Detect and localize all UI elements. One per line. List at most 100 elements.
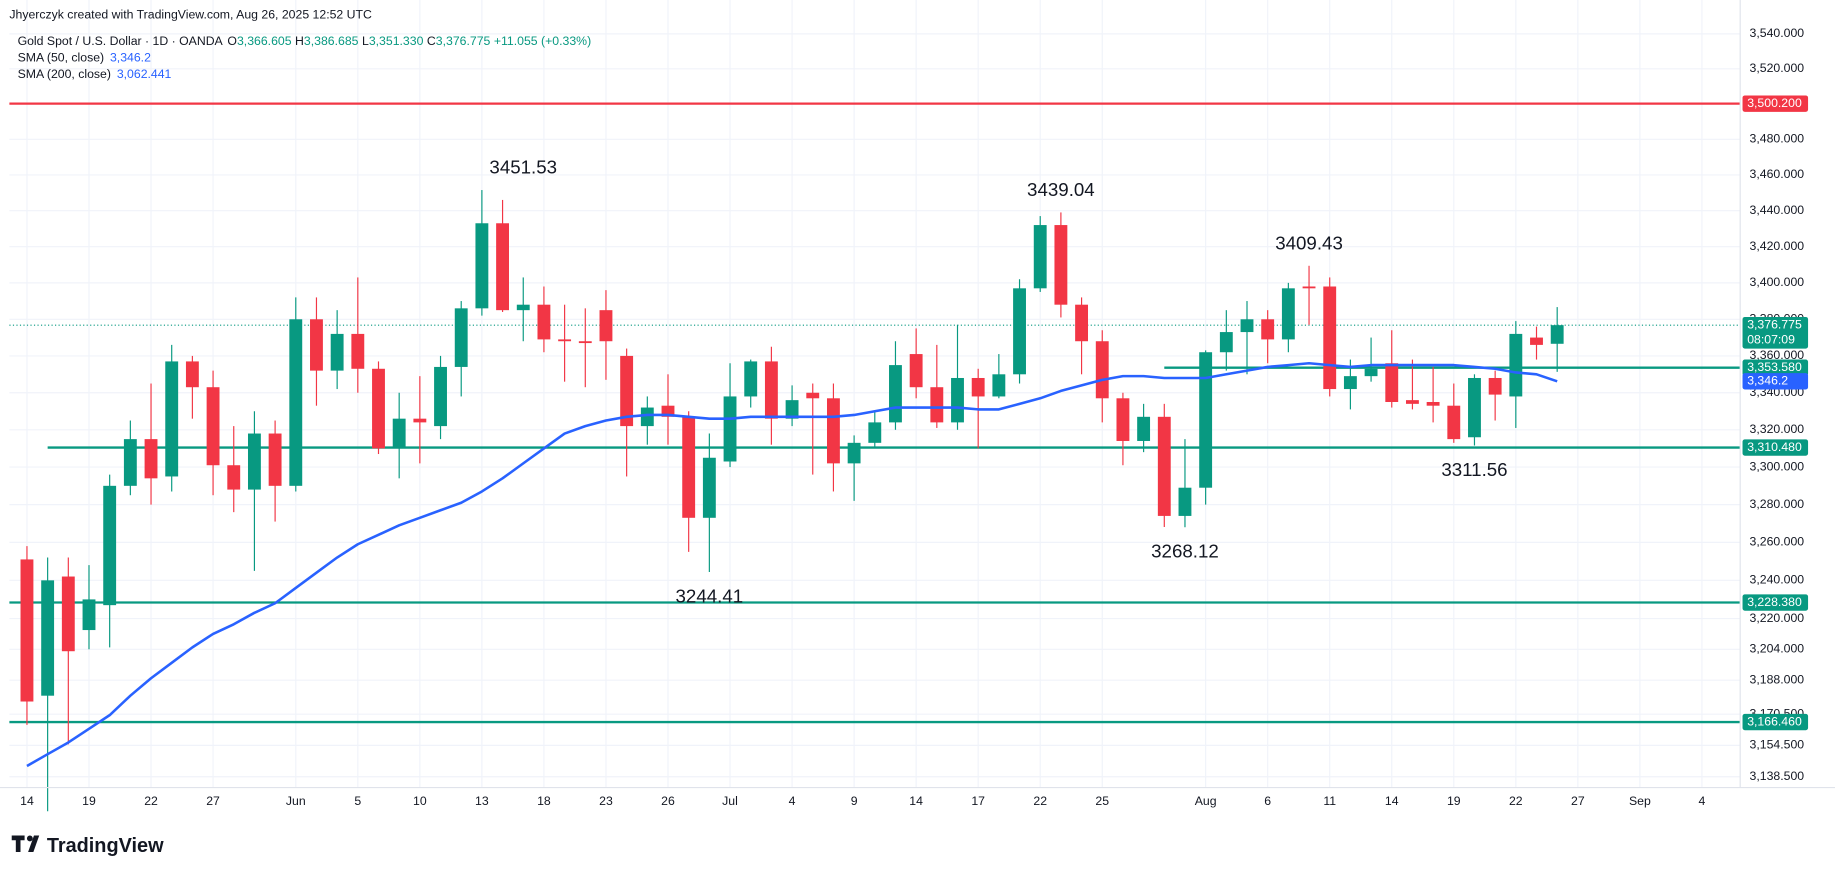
price-box (1742, 373, 1809, 390)
y-tick-label: 3,220.000 (1750, 611, 1805, 625)
x-tick-label: 19 (1447, 794, 1461, 808)
price-box-label: 3,228.380 (1747, 595, 1802, 609)
candle-body (454, 308, 468, 367)
candle-body (1199, 352, 1213, 488)
sma-value: 3,346.2 (110, 51, 151, 65)
candle-body (1261, 319, 1275, 340)
ohlc-value: 3,351.330 (369, 34, 424, 48)
x-tick-label: 14 (20, 794, 34, 808)
annotation: 3244.41 (676, 585, 744, 606)
candle-body (930, 387, 944, 423)
countdown: 08:07:09 (1747, 333, 1795, 347)
axis: 3,540.000 3,520.000 3,480.000 3,460.000 3,44… (0, 0, 1835, 808)
candle-body (702, 457, 716, 518)
ohlc-key: O (227, 34, 237, 48)
y-tick-label: 3,280.000 (1750, 497, 1805, 511)
ohlc-value: 3,376.775 (436, 34, 491, 48)
price-box (1742, 439, 1809, 456)
x-tick-label: 26 (661, 794, 675, 808)
x-tick-label: 5 (354, 794, 361, 808)
legend-sma: SMA (200, close) 3,062.441 (18, 67, 172, 81)
candle-body (247, 433, 261, 490)
candle-body (372, 368, 385, 449)
candle-body (951, 377, 964, 423)
price-box-label: 3,346.2 (1747, 374, 1788, 388)
x-tick-label: Jul (722, 794, 738, 808)
legend-sma: SMA (50, close) 3,346.2 (18, 51, 152, 65)
y-tick-label: 3,360.000 (1750, 348, 1805, 362)
price-box (1742, 95, 1809, 112)
candle-body (61, 576, 75, 652)
candle-body (661, 405, 675, 417)
candle-body (434, 366, 447, 427)
candle-body (1364, 368, 1378, 377)
annotation: 3409.43 (1275, 232, 1343, 253)
x-tick-label: Sep (1629, 794, 1651, 808)
candle-body (1095, 341, 1109, 399)
x-tick-label: 19 (82, 794, 96, 808)
candle-body (330, 333, 344, 371)
candle-body (971, 377, 985, 397)
annotation: 3268.12 (1151, 540, 1219, 561)
ohlc-value: 3,366.605 (237, 34, 292, 48)
candle-body (144, 439, 158, 479)
sma-line (26, 361, 1558, 768)
price-box (1742, 359, 1809, 376)
candle-body (103, 485, 117, 606)
x-tick-label: 23 (599, 794, 613, 808)
candle-body (1447, 405, 1461, 440)
change: +11.055 (+0.33%) (494, 34, 591, 48)
footer: TradingView (11, 835, 164, 857)
candle-body (516, 304, 530, 311)
x-tick-label: 9 (851, 794, 858, 808)
legend-main: Gold Spot / U.S. Dollar · 1D · OANDA O3,3… (18, 34, 592, 48)
candle-body (1033, 225, 1047, 289)
price-box (1742, 713, 1809, 731)
y-tick-label: 3,460.000 (1750, 167, 1805, 181)
candle-body (1054, 225, 1068, 305)
y-tick-label: 3,480.000 (1750, 132, 1805, 146)
candle-body (475, 223, 489, 309)
candle-body (1116, 398, 1130, 441)
candle-body (868, 422, 882, 443)
candle-body (723, 396, 737, 462)
credit: Jhyerczyk created with TradingView.com, … (9, 7, 372, 21)
candle-body (744, 361, 758, 397)
candle-body (310, 319, 323, 371)
price-box-label: 3,500.200 (1747, 96, 1802, 110)
x-tick-label: 11 (1323, 794, 1336, 808)
x-tick-label: 22 (1509, 794, 1523, 808)
y-tick-label: 3,154.500 (1750, 738, 1805, 752)
header: Jhyerczyk created with TradingView.com, … (9, 7, 591, 81)
candle-body (41, 580, 55, 696)
candle-body (392, 418, 406, 449)
candle-body (1240, 319, 1254, 333)
candle-body (682, 416, 696, 518)
annotation: 3439.04 (1027, 179, 1095, 200)
candle-body (806, 392, 820, 399)
candle-body (351, 333, 365, 369)
logo-part (28, 835, 40, 852)
x-tick-label: 18 (537, 794, 551, 808)
candle-body (909, 354, 923, 388)
candle-body (558, 339, 572, 342)
y-tick-label: 3,400.000 (1750, 275, 1805, 289)
candle-body (20, 559, 34, 702)
candle-body (1075, 304, 1089, 342)
candle-body (764, 361, 778, 419)
candle-body (537, 304, 551, 340)
candle-body (1488, 377, 1502, 395)
candle-body (847, 442, 861, 464)
candle-body (1530, 337, 1543, 345)
x-tick-label: 22 (1033, 794, 1047, 808)
y-tick-label: 3,440.000 (1750, 203, 1805, 217)
x-tick-label: 22 (144, 794, 158, 808)
annotation: 3311.56 (1441, 459, 1507, 480)
candle-body (1550, 325, 1564, 344)
candle-body (206, 387, 220, 466)
x-tick-label: 10 (413, 794, 427, 808)
sma-name: SMA (50, close) (18, 51, 105, 65)
